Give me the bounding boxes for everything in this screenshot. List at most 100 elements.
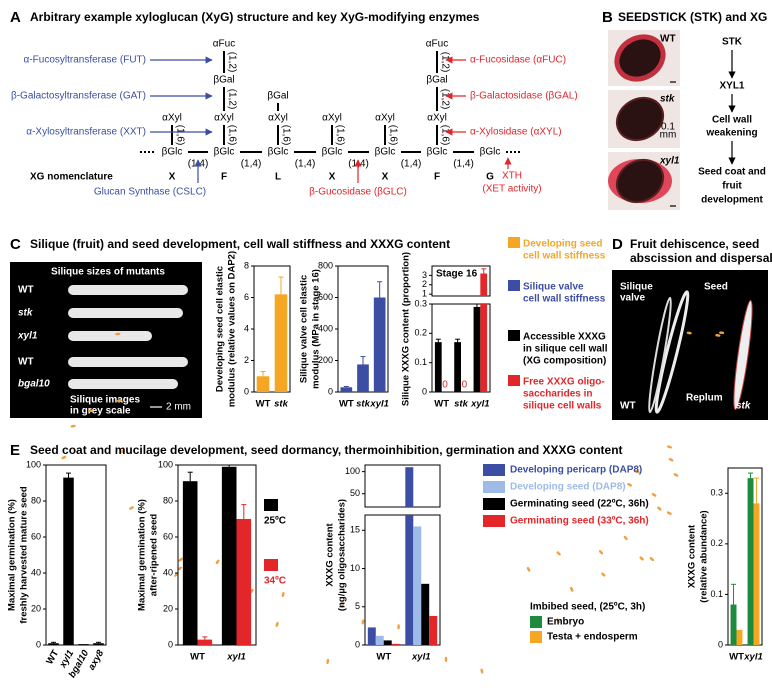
bar bbox=[421, 583, 430, 645]
y-tick-label: 0 bbox=[168, 639, 173, 649]
axis-frame bbox=[727, 467, 763, 646]
y-tick-label: 2 bbox=[244, 355, 249, 365]
xg-code: F bbox=[434, 172, 440, 183]
image-caption: in grey scale bbox=[70, 406, 131, 417]
seed bbox=[715, 334, 721, 337]
panel-title: SEEDSTICK (STK) and XG bbox=[618, 10, 767, 24]
bar bbox=[747, 478, 754, 645]
y-tick-label: 0.3 bbox=[710, 488, 723, 498]
seed bbox=[719, 331, 725, 335]
seed bbox=[651, 493, 657, 497]
bar bbox=[730, 604, 737, 645]
seed bbox=[601, 572, 606, 577]
legend-label: Germinating seed (33ºC, 36h) bbox=[510, 516, 649, 527]
y-tick-label: 0 bbox=[718, 639, 723, 649]
bar bbox=[753, 503, 760, 645]
silique bbox=[733, 300, 753, 410]
legend-label: Free XXXG oligo- bbox=[523, 377, 605, 388]
residue: βGlc bbox=[162, 147, 183, 158]
bar bbox=[434, 342, 442, 392]
image-label: Seed bbox=[704, 282, 728, 293]
seed bbox=[120, 449, 125, 454]
seed bbox=[556, 618, 560, 624]
image-label: WT bbox=[18, 285, 34, 296]
bar bbox=[78, 644, 89, 645]
residue: βGlc bbox=[214, 147, 235, 158]
legend-label: 34ºC bbox=[264, 576, 286, 587]
bar bbox=[236, 519, 252, 645]
image-heading: Silique sizes of mutants bbox=[51, 267, 165, 278]
xg-code: L bbox=[275, 172, 281, 183]
residue: αXyl bbox=[427, 113, 447, 124]
axis-frame bbox=[364, 514, 441, 646]
seed bbox=[115, 332, 121, 336]
legend-label: Testa + endosperm bbox=[547, 632, 638, 643]
xg-code: F bbox=[221, 172, 227, 183]
y-axis-label: freshly harvested mature seed bbox=[19, 486, 30, 623]
image-label: stk bbox=[736, 401, 751, 412]
legend-label: silique cell walls bbox=[523, 401, 602, 412]
bond-label: (1,4) bbox=[295, 159, 316, 170]
image-label: valve bbox=[620, 293, 645, 304]
axis-frame bbox=[337, 265, 389, 393]
panel-letter: C bbox=[10, 236, 21, 253]
x-tick-label: WT bbox=[434, 399, 449, 410]
residue: αXyl bbox=[214, 113, 234, 124]
flow-step: development bbox=[701, 195, 763, 206]
seed bbox=[215, 559, 220, 565]
bond-label: (1,2) bbox=[226, 52, 237, 73]
y-tick-label: 5 bbox=[355, 601, 360, 611]
residue: βGal bbox=[213, 75, 234, 86]
y-tick-label: 100 bbox=[345, 466, 360, 476]
residue: αFuc bbox=[426, 39, 448, 50]
annotation: Stage 16 bbox=[436, 269, 478, 280]
y-tick-label: 0 bbox=[355, 639, 360, 649]
bar bbox=[405, 515, 414, 645]
bond-label: (1,4) bbox=[401, 159, 422, 170]
y-tick-label: 100 bbox=[26, 459, 41, 469]
seed bbox=[87, 409, 94, 413]
seed bbox=[275, 621, 279, 627]
bar bbox=[375, 635, 384, 645]
y-axis-label: Maximal germination (%) bbox=[7, 499, 18, 611]
y-tick-label: 4 bbox=[244, 323, 249, 333]
y-axis-label: Silique valve cell elastic bbox=[299, 275, 310, 383]
seed bbox=[129, 506, 134, 510]
y-tick-label: 8 bbox=[244, 260, 249, 270]
panel-title: Arbitrary example xyloglucan (XyG) struc… bbox=[30, 10, 480, 24]
seed bbox=[341, 602, 344, 608]
seed bbox=[361, 619, 365, 625]
enzyme: XTH bbox=[502, 171, 522, 182]
seed bbox=[281, 592, 285, 598]
seed bbox=[556, 551, 561, 556]
y-tick-label: 600 bbox=[318, 292, 333, 302]
bar bbox=[367, 627, 376, 645]
value-label: 0 bbox=[442, 380, 448, 391]
y-tick-label: 50 bbox=[350, 488, 360, 498]
xg-code: X bbox=[169, 172, 176, 183]
bar bbox=[383, 640, 392, 645]
image-label: Silique bbox=[620, 282, 653, 293]
residue: αXyl bbox=[375, 113, 395, 124]
nomenclature-label: XG nomenclature bbox=[30, 172, 113, 183]
image-label: WT bbox=[18, 357, 34, 368]
panel-title: abscission and dispersal bbox=[630, 251, 772, 265]
y-tick-label: 15 bbox=[350, 525, 360, 535]
seed bbox=[116, 399, 123, 402]
image-label: WT bbox=[620, 401, 636, 412]
seed bbox=[61, 455, 67, 460]
residue: βGlc bbox=[268, 147, 289, 158]
enzyme: β-Galactosidase (βGAL) bbox=[470, 91, 578, 102]
y-tick-label: 80 bbox=[31, 495, 41, 505]
image-label: stk bbox=[18, 308, 33, 319]
image-label: bgal10 bbox=[18, 379, 50, 390]
y-axis-label: Maximal germination (%) bbox=[137, 499, 148, 611]
seed bbox=[615, 158, 665, 204]
y-tick-label: 400 bbox=[318, 323, 333, 333]
legend-swatch bbox=[530, 631, 542, 643]
seed bbox=[627, 483, 633, 487]
flow-step: Seed coat and bbox=[698, 167, 766, 178]
bar bbox=[473, 306, 481, 392]
seed bbox=[667, 445, 672, 449]
legend-swatch bbox=[508, 330, 520, 341]
